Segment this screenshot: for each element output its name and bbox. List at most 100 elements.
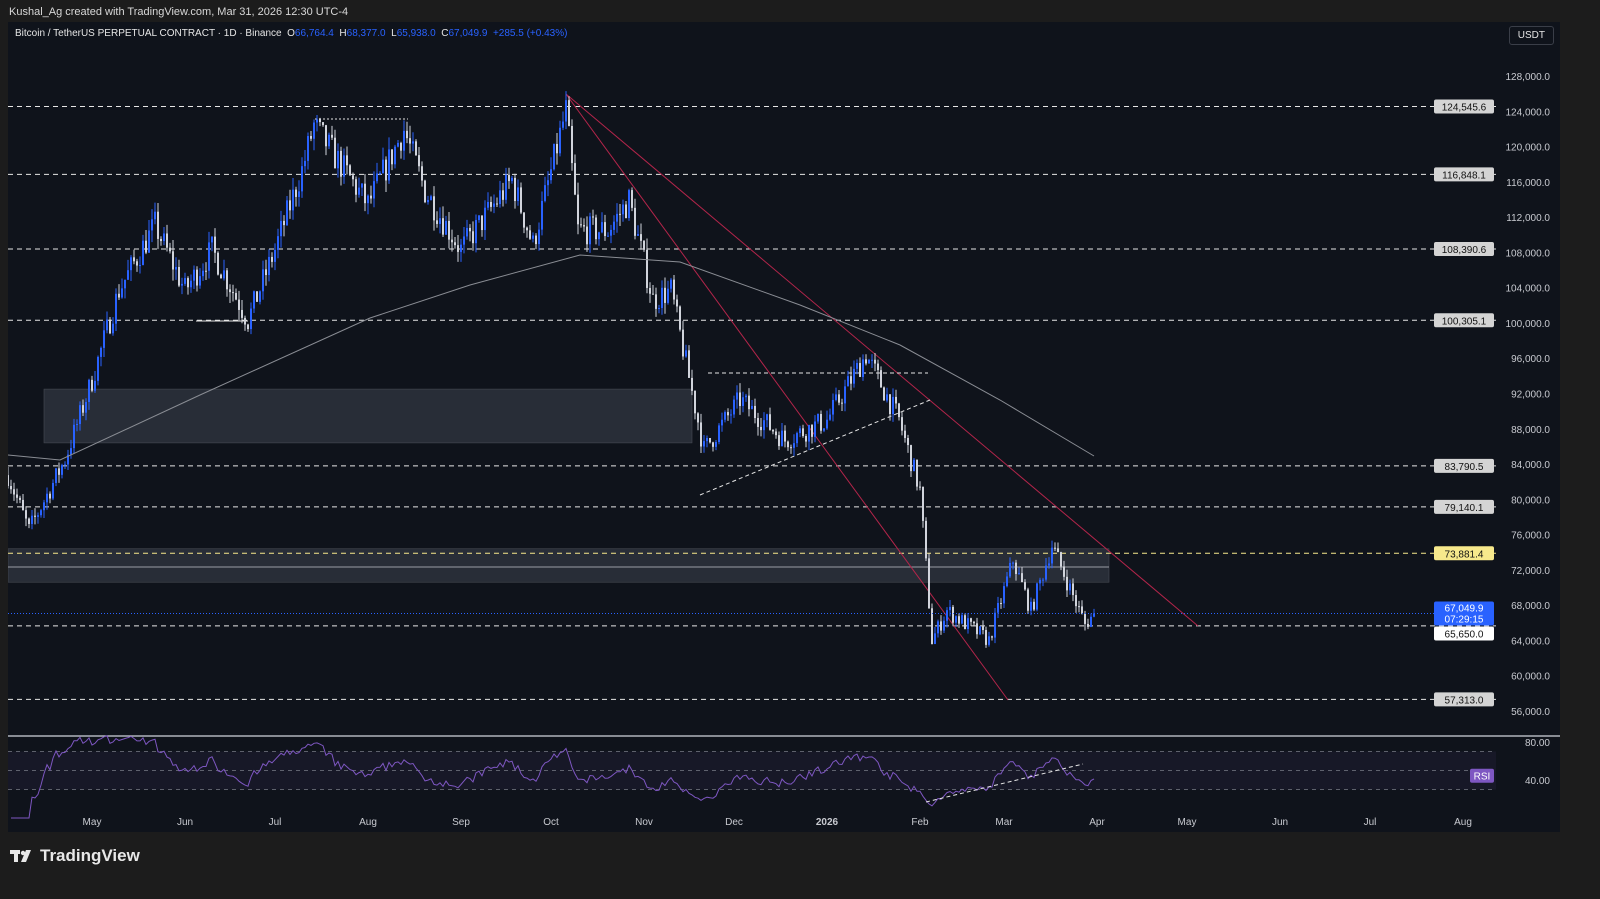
candle <box>793 434 795 456</box>
candle <box>700 413 702 454</box>
candle <box>475 214 477 253</box>
candle <box>52 479 54 501</box>
currency-button[interactable]: USDT <box>1508 26 1554 45</box>
candle-body <box>535 235 537 245</box>
candle <box>697 412 699 431</box>
candle <box>571 119 573 171</box>
candle-body <box>1027 589 1029 611</box>
price-tick-label: 72,000.0 <box>1511 566 1550 577</box>
candle-body <box>139 265 141 267</box>
candle-body <box>223 270 225 279</box>
candle <box>502 182 504 207</box>
candle <box>256 291 258 302</box>
candle-body <box>352 175 354 180</box>
candle <box>964 613 966 630</box>
price-tick-label: 96,000.0 <box>1511 354 1550 365</box>
candle <box>820 410 822 434</box>
candle-body <box>187 278 189 288</box>
candle-body <box>835 394 837 400</box>
candle-body <box>298 191 300 197</box>
candle-body <box>868 359 870 364</box>
candle-body <box>871 359 873 361</box>
candle-body <box>490 201 492 207</box>
candle <box>304 149 306 174</box>
candle-body <box>262 269 264 292</box>
candle-body <box>541 200 543 230</box>
tradingview-logo-icon <box>10 850 31 862</box>
candle-body <box>1042 579 1044 581</box>
candle <box>868 358 870 364</box>
candle <box>748 388 750 417</box>
candle-body <box>232 292 234 294</box>
candle-body <box>364 183 366 204</box>
candle <box>553 143 555 171</box>
candle <box>796 431 798 447</box>
candle-body <box>448 220 450 240</box>
candle <box>685 344 687 358</box>
candle-body <box>451 239 453 243</box>
candle-body <box>229 289 231 293</box>
rsi-tick-label: 40.00 <box>1525 776 1550 787</box>
candle-body <box>667 288 669 303</box>
candle-body <box>367 195 369 204</box>
chart-panel[interactable]: 128,000.0 124,000.0 120,000.0 116,000.0 112,… <box>8 22 1560 832</box>
candle <box>1048 557 1050 569</box>
candle-body <box>277 236 279 250</box>
candle <box>385 156 387 193</box>
candle <box>580 217 582 228</box>
candle <box>850 366 852 391</box>
candle <box>931 603 933 645</box>
candle-body <box>784 430 786 442</box>
candle-body <box>934 633 936 644</box>
candle-body <box>487 201 489 208</box>
level-price-tag <box>1434 167 1494 182</box>
candle-body <box>685 350 687 357</box>
candle-body <box>748 395 750 410</box>
candle <box>1084 610 1086 631</box>
candle-body <box>814 421 816 437</box>
candle <box>961 612 963 625</box>
candle <box>943 616 945 634</box>
candle <box>157 203 159 250</box>
candle-body <box>961 615 963 624</box>
candle <box>727 408 729 421</box>
tradingview-logo[interactable]: TradingView <box>10 846 140 866</box>
candle <box>472 221 474 251</box>
candle-body <box>1075 595 1077 607</box>
candle <box>1012 561 1014 570</box>
candle <box>898 402 900 421</box>
candle <box>514 173 516 209</box>
candle-body <box>880 370 882 388</box>
candle-body <box>865 359 867 364</box>
candle <box>886 387 888 403</box>
candle <box>211 236 213 252</box>
candle-body <box>217 252 219 275</box>
candle <box>250 302 252 335</box>
candle-body <box>265 269 267 276</box>
candle-body <box>358 187 360 195</box>
candle <box>1021 567 1023 583</box>
candle-body <box>916 459 918 487</box>
time-tick-label: Aug <box>359 817 377 828</box>
candle-body <box>259 291 261 302</box>
candle-body <box>889 394 891 415</box>
candle-body <box>415 141 417 156</box>
candle <box>658 304 660 314</box>
candle <box>46 487 48 510</box>
candle <box>88 378 90 410</box>
candle-body <box>886 394 888 401</box>
candle-body <box>922 486 924 521</box>
candle <box>325 124 327 156</box>
candle-body <box>991 636 993 638</box>
candle-body <box>478 215 480 221</box>
rsi-trendline <box>925 763 1084 803</box>
symbol-title[interactable]: Bitcoin / TetherUS PERPETUAL CONTRACT · … <box>15 28 282 39</box>
candle <box>232 284 234 302</box>
price-chart[interactable]: 128,000.0 124,000.0 120,000.0 116,000.0 112,… <box>8 22 1560 832</box>
candle-body <box>70 448 72 455</box>
candle-body <box>253 291 255 309</box>
candle-body <box>271 256 273 262</box>
candle <box>619 203 621 226</box>
candle-body <box>274 249 276 262</box>
candle-body <box>853 368 855 384</box>
